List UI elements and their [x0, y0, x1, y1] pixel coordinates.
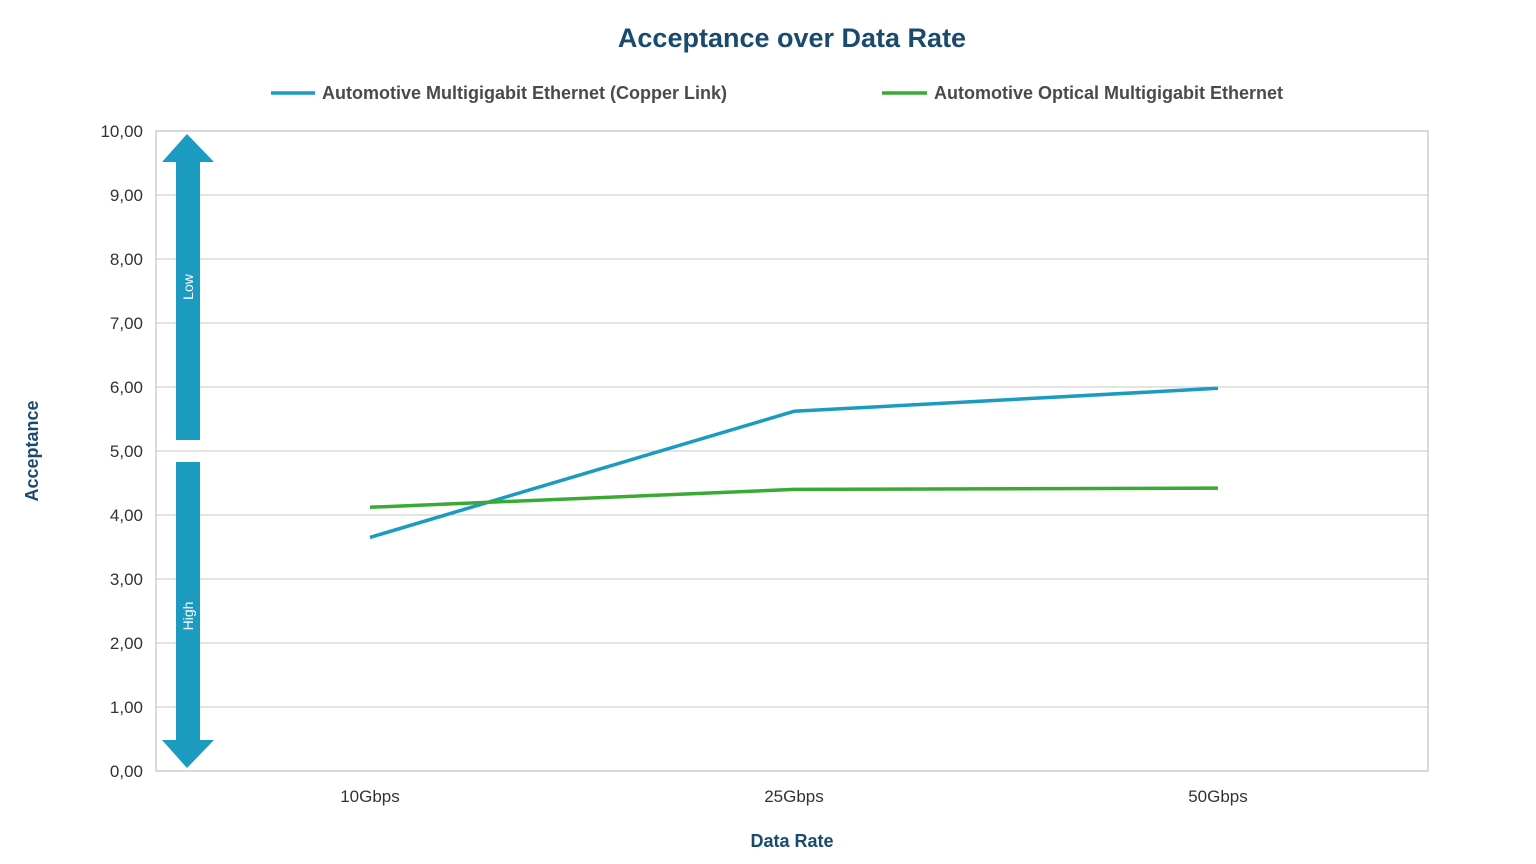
y-tick-label: 2,00 — [110, 634, 143, 653]
x-tick-label: 10Gbps — [340, 787, 400, 806]
acceptance-scale-arrow: Low High — [162, 134, 214, 768]
arrow-label-high: High — [180, 602, 196, 631]
plot-area-border — [155, 130, 1429, 772]
y-axis-title: Acceptance — [22, 400, 42, 501]
y-tick-label: 4,00 — [110, 506, 143, 525]
series-line-copper — [369, 386, 1219, 540]
series-lines — [369, 386, 1219, 540]
x-tick-label: 50Gbps — [1188, 787, 1248, 806]
arrow-down-icon — [162, 462, 214, 768]
y-tick-label: 9,00 — [110, 186, 143, 205]
y-tick-label: 5,00 — [110, 442, 143, 461]
chart-title: Acceptance over Data Rate — [618, 23, 966, 53]
gridlines — [156, 130, 1428, 772]
arrow-up-icon — [162, 134, 214, 440]
y-tick-label: 6,00 — [110, 378, 143, 397]
series-line-optical — [369, 486, 1219, 510]
legend-label-copper: Automotive Multigigabit Ethernet (Copper… — [322, 83, 727, 103]
y-axis-ticks: 0,00 1,00 2,00 3,00 4,00 5,00 6,00 7,00 8,00 9,00… — [100, 122, 143, 781]
y-tick-label: 3,00 — [110, 570, 143, 589]
y-tick-label: 7,00 — [110, 314, 143, 333]
x-axis-title: Data Rate — [750, 831, 833, 851]
y-tick-label: 1,00 — [110, 698, 143, 717]
legend-label-optical: Automotive Optical Multigigabit Ethernet — [934, 83, 1283, 103]
legend: Automotive Multigigabit Ethernet (Copper… — [271, 83, 1283, 103]
x-axis-ticks: 10Gbps 25Gbps 50Gbps — [340, 787, 1248, 806]
y-tick-label: 10,00 — [100, 122, 143, 141]
x-tick-label: 25Gbps — [764, 787, 824, 806]
arrow-label-low: Low — [180, 273, 196, 300]
y-tick-label: 8,00 — [110, 250, 143, 269]
y-tick-label: 0,00 — [110, 762, 143, 781]
